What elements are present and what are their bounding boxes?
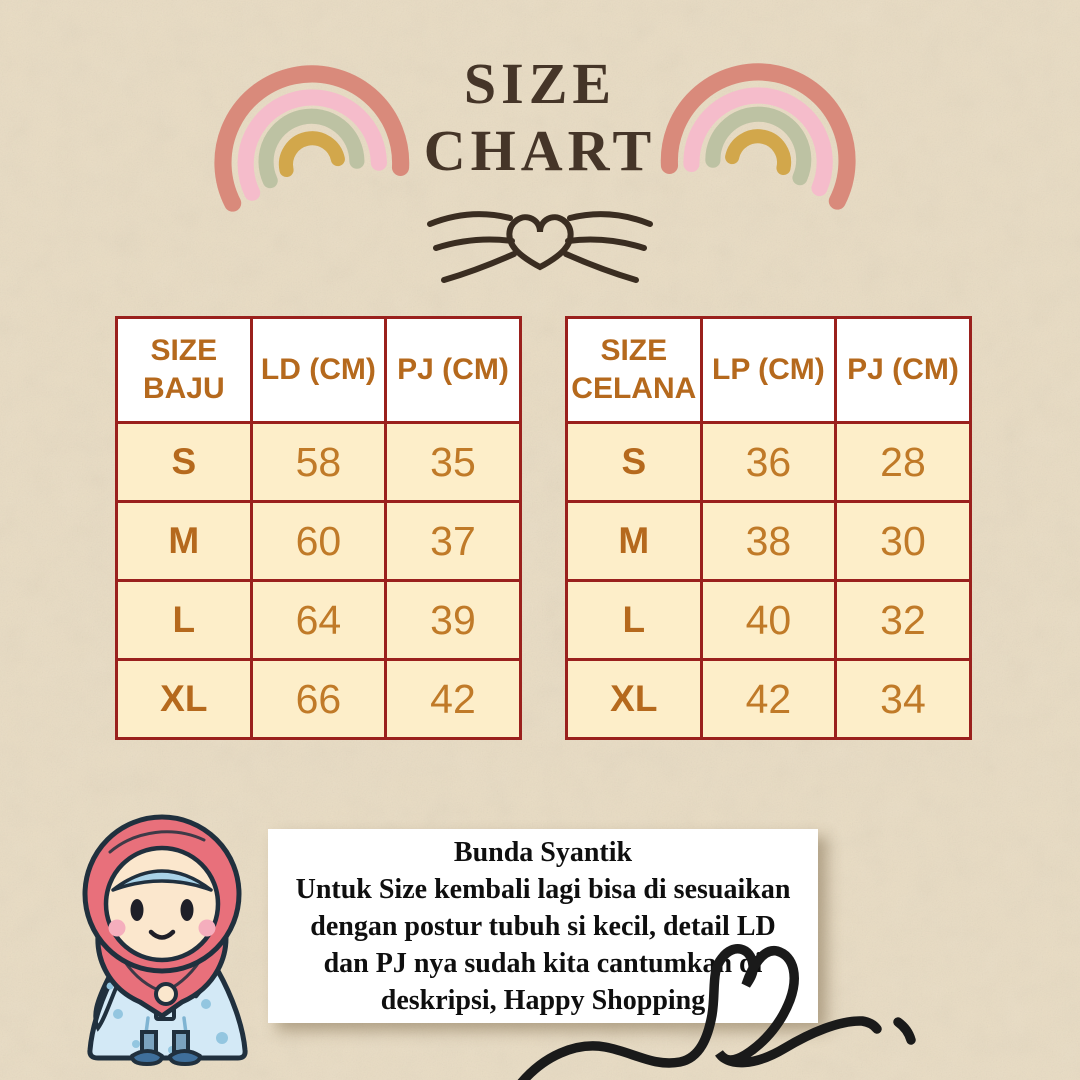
table-row: L 64 39 xyxy=(115,579,522,661)
value-cell: 35 xyxy=(384,421,522,503)
table-row: XL 66 42 xyxy=(115,658,522,740)
rainbow-icon xyxy=(660,63,856,210)
column-header: LD (CM) xyxy=(249,316,388,424)
size-label-cell: L xyxy=(565,579,703,661)
note-card: Bunda Syantik Untuk Size kembali lagi bi… xyxy=(268,829,818,1023)
note-line: dengan postur tubuh si kecil, detail LD xyxy=(310,910,776,942)
hijab-girl-illustration xyxy=(82,814,248,1066)
value-cell: 32 xyxy=(834,579,972,661)
value-cell: 58 xyxy=(249,421,388,503)
column-header: LP (CM) xyxy=(699,316,838,424)
value-cell: 38 xyxy=(699,500,838,582)
value-cell: 34 xyxy=(834,658,972,740)
table-row: L 40 32 xyxy=(565,579,972,661)
table-row: S 36 28 xyxy=(565,421,972,503)
value-cell: 30 xyxy=(834,500,972,582)
table-row: M 60 37 xyxy=(115,500,522,582)
column-header: PJ (CM) xyxy=(384,316,522,424)
value-cell: 42 xyxy=(384,658,522,740)
cat-whiskers-heart-icon xyxy=(427,211,653,283)
shirt-size-table: SIZE BAJU LD (CM) PJ (CM) S 58 35 M 60 3… xyxy=(115,316,522,740)
column-header: PJ (CM) xyxy=(834,316,972,424)
size-label-cell: L xyxy=(115,579,253,661)
table-header-row: SIZE CELANA LP (CM) PJ (CM) xyxy=(565,316,972,424)
value-cell: 37 xyxy=(384,500,522,582)
size-label-cell: XL xyxy=(115,658,253,740)
size-label-cell: XL xyxy=(565,658,703,740)
rainbow-icon xyxy=(214,65,410,212)
table-row: XL 42 34 xyxy=(565,658,972,740)
note-line: dan PJ nya sudah kita cantumkan di xyxy=(323,947,763,979)
column-header: SIZE BAJU xyxy=(115,316,253,424)
value-cell: 39 xyxy=(384,579,522,661)
table-header-row: SIZE BAJU LD (CM) PJ (CM) xyxy=(115,316,522,424)
title-line-1: SIZE xyxy=(463,51,617,116)
size-label-cell: S xyxy=(565,421,703,503)
pants-size-table: SIZE CELANA LP (CM) PJ (CM) S 36 28 M 38… xyxy=(565,316,972,740)
note-line: Untuk Size kembali lagi bisa di sesuaika… xyxy=(295,873,791,905)
value-cell: 64 xyxy=(249,579,388,661)
value-cell: 66 xyxy=(249,658,388,740)
note-line: Bunda Syantik xyxy=(453,836,633,868)
value-cell: 28 xyxy=(834,421,972,503)
heart-scribble-icon xyxy=(517,944,916,1080)
table-row: S 58 35 xyxy=(115,421,522,503)
table-row: M 38 30 xyxy=(565,500,972,582)
value-cell: 42 xyxy=(699,658,838,740)
title-line-2: CHART xyxy=(423,118,657,183)
value-cell: 60 xyxy=(249,500,388,582)
size-label-cell: M xyxy=(115,500,253,582)
size-label-cell: M xyxy=(565,500,703,582)
value-cell: 40 xyxy=(699,579,838,661)
note-line: deskripsi, Happy Shopping xyxy=(380,984,706,1016)
page-title: SIZE CHART xyxy=(0,50,1080,184)
value-cell: 36 xyxy=(699,421,838,503)
column-header: SIZE CELANA xyxy=(565,316,703,424)
size-label-cell: S xyxy=(115,421,253,503)
